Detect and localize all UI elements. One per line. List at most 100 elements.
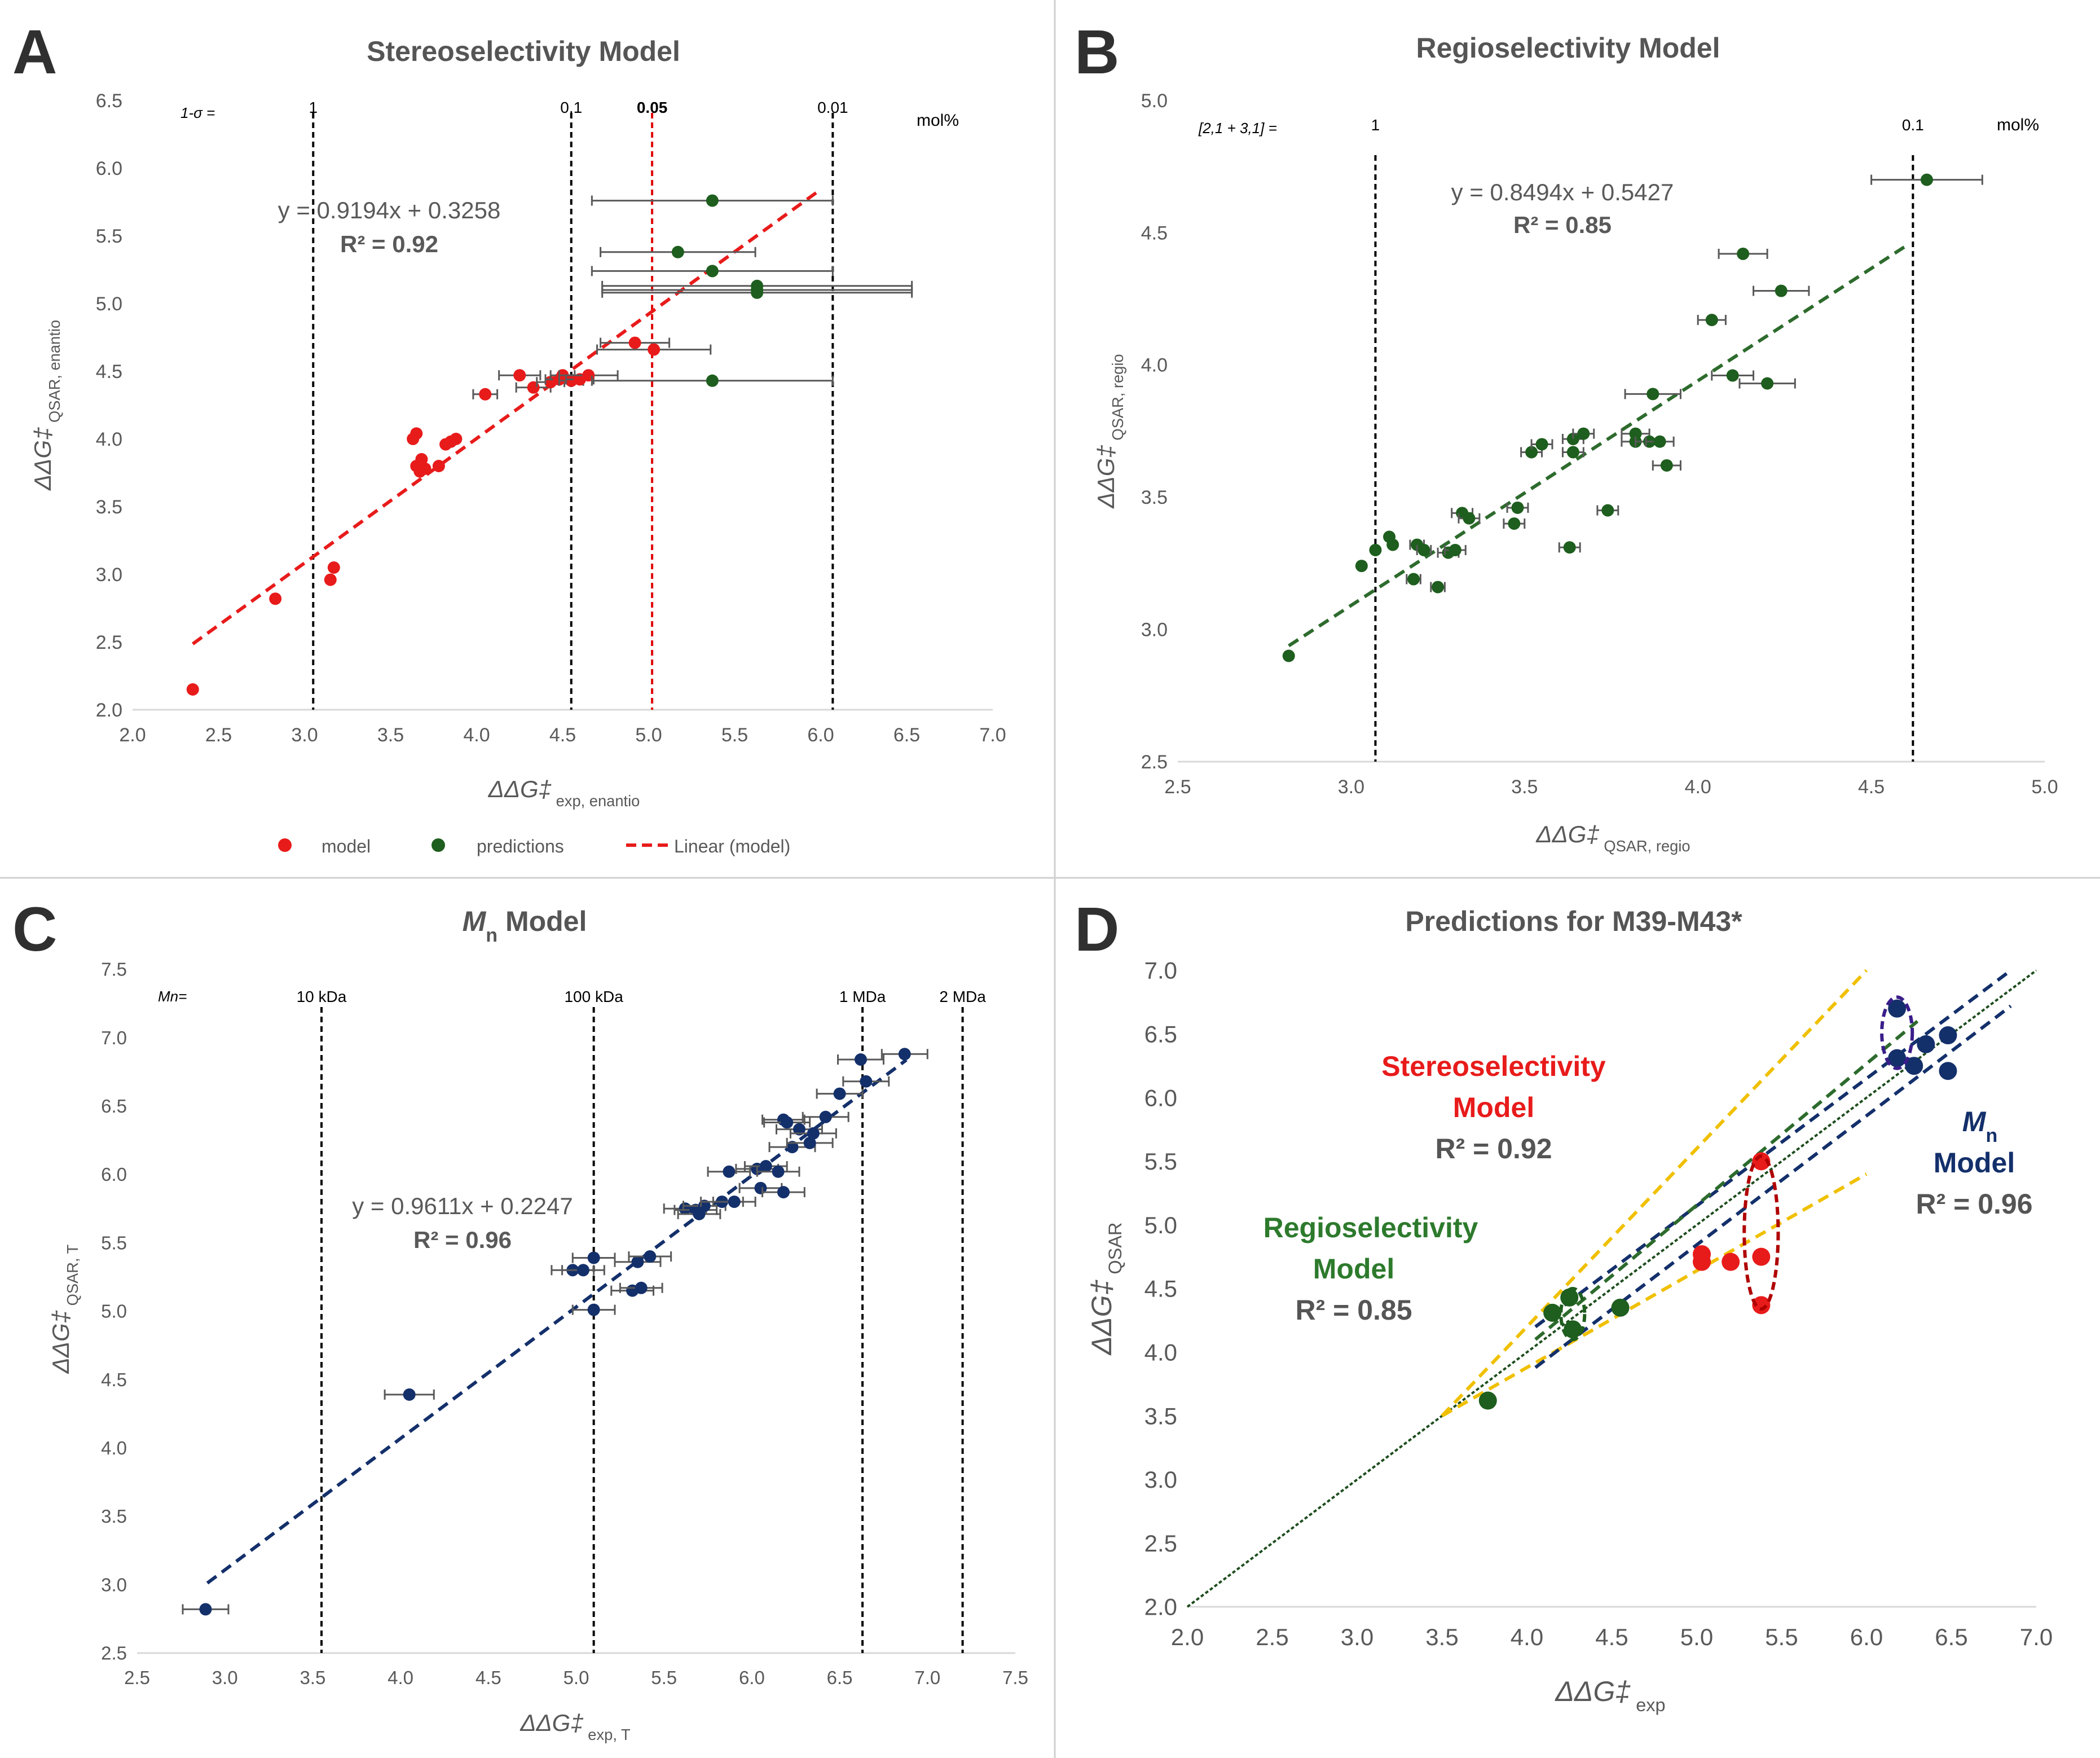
plot-b-x-tick-label: 4.0	[1685, 776, 1711, 798]
plot-b-point	[1566, 446, 1579, 459]
plot-c-reference-line-label: 2 MDa	[939, 988, 986, 1005]
plot-c-x-tick-label: 2.5	[124, 1667, 150, 1688]
plot-d-y-tick-label: 7.0	[1144, 957, 1177, 984]
plot-a-x-tick-label: 2.0	[119, 724, 146, 746]
plot-c-x-tick-label: 6.5	[827, 1667, 853, 1688]
plot-b-point	[1653, 435, 1666, 448]
plot-d-yellow-upper-line	[1441, 969, 1868, 1417]
r2-c: R² = 0.96	[413, 1227, 512, 1253]
plot-c-point	[679, 1202, 692, 1215]
plot-c-y-axis-title: ΔΔG‡ QSAR, T	[47, 1244, 81, 1374]
plot-c-y-tick-label: 4.5	[101, 1369, 127, 1390]
plot-b-point	[1646, 388, 1659, 401]
plot-d-point	[1888, 999, 1907, 1018]
legend-marker-model	[278, 838, 292, 852]
plot-d-x-tick-label: 4.5	[1595, 1624, 1628, 1650]
plot-b-point	[1660, 459, 1673, 472]
plot-b-point	[1508, 517, 1521, 530]
plot-a-point	[751, 286, 764, 299]
plot-c-point	[759, 1160, 772, 1173]
plot-b-x-axis-title: ΔΔG‡ QSAR, regio	[1535, 821, 1690, 855]
plot-d-green-upper-line	[1534, 1019, 1919, 1341]
equation-a: y = 0.9194x + 0.3258	[278, 197, 501, 223]
plot-c-x-tick-label: 7.5	[1002, 1667, 1028, 1688]
plot-d-x-tick-label: 3.0	[1341, 1624, 1373, 1650]
plot-a-x-tick-label: 5.0	[635, 724, 662, 746]
plot-c-point	[854, 1053, 867, 1066]
plot-d-point	[1611, 1298, 1630, 1317]
plot-c-point	[587, 1303, 600, 1316]
plot-d-y-tick-label: 6.5	[1144, 1021, 1177, 1048]
plot-c-point	[786, 1141, 799, 1154]
plot-c-y-tick-label: 7.5	[101, 959, 127, 980]
plot-b-point	[1432, 581, 1445, 594]
plot-a-y-tick-label: 5.0	[96, 293, 122, 315]
plot-d-x-tick-label: 6.0	[1850, 1624, 1883, 1650]
plot-a-point	[186, 683, 199, 696]
plot-c-x-tick-label: 7.0	[914, 1667, 940, 1688]
plot-d-x-tick-label: 5.0	[1680, 1624, 1713, 1650]
plot-c-reference-line-label: 1 MDa	[839, 988, 886, 1005]
plot-a-point	[628, 336, 641, 349]
plot-b-point	[1737, 247, 1750, 260]
plot-c-point	[772, 1165, 785, 1178]
plot-d-y-tick-label: 5.5	[1144, 1148, 1177, 1175]
plot-c-y-tick-label: 3.0	[101, 1574, 127, 1595]
plot-d: 2.0 2.5 3.0 3.5 4.0 4.5 5.0 5.5 6.0 6.5 7.0 2.0 2.5 3…	[1086, 957, 2053, 1715]
plot-b-point	[1449, 543, 1461, 556]
plot-c-reference-line-label: 100 kDa	[564, 988, 623, 1005]
plot-a-x-tick-label: 4.5	[549, 724, 576, 746]
plot-b-point	[1563, 541, 1576, 554]
legend-a: model predictions Linear (model)	[278, 836, 790, 856]
plot-a-x-tick-label: 2.5	[205, 724, 232, 746]
plot-c-x-tick-label: 5.0	[563, 1667, 589, 1688]
plot-a-y-tick-label: 4.0	[96, 429, 122, 450]
plot-d-x-tick-label: 6.5	[1935, 1624, 1967, 1650]
legend-label-linear: Linear (model)	[674, 836, 790, 856]
plot-d-green-ellipse	[1559, 1287, 1587, 1342]
plot-a-point	[479, 388, 492, 401]
prefix-label-b: [2,1 + 3,1] =	[1198, 120, 1277, 137]
title-c: Mn Model	[463, 906, 587, 946]
plot-d-x-tick-label: 2.0	[1171, 1624, 1204, 1650]
title-c-sub: n	[486, 925, 498, 946]
plot-c-point	[781, 1116, 794, 1129]
plot-c-x-axis-title: ΔΔG‡ exp, T	[520, 1709, 631, 1743]
plot-a-x-axis-title: ΔΔG‡ exp, enantio	[488, 776, 640, 810]
plot-d-y-tick-label: 5.0	[1144, 1212, 1177, 1238]
plot-b-x-tick-label: 3.5	[1511, 776, 1538, 798]
title-a: Stereoselectivity Model	[367, 36, 680, 67]
plot-b-reference-line-label: 0.1	[1902, 116, 1924, 134]
plot-b-point	[1407, 573, 1420, 586]
plot-b-x-tick-label: 5.0	[2031, 776, 2058, 798]
plot-a-point	[706, 374, 719, 387]
legend-label-model: model	[322, 836, 371, 856]
plot-c-point	[644, 1250, 657, 1263]
plot-d-point	[1564, 1320, 1582, 1339]
plot-d-x-axis-title: ΔΔG‡ exp	[1555, 1676, 1665, 1715]
plot-d-blue-upper-line	[1534, 969, 2012, 1329]
legend-label-predictions: predictions	[477, 836, 564, 856]
plot-d-point	[1939, 1026, 1957, 1045]
plot-c-y-tick-label: 5.0	[101, 1301, 127, 1322]
prefix-label-a: 1-σ =	[180, 104, 215, 121]
plot-a-point	[648, 343, 661, 356]
d-label-regio-r2: R² = 0.85	[1295, 1294, 1412, 1326]
plot-b-y-axis-title: ΔΔG‡ QSAR, regio	[1093, 354, 1126, 508]
plot-b-point	[1463, 512, 1476, 525]
plot-a-x-tick-label: 3.5	[377, 724, 404, 746]
panel-label-a: A	[12, 17, 57, 87]
plot-c: 2.5 3.0 3.5 4.0 4.5 5.0 5.5 6.0 6.5 7.0 7.5 2.5 3.0 3…	[47, 959, 1028, 1743]
plot-c-x-tick-label: 5.5	[651, 1667, 677, 1688]
plot-b-point	[1566, 433, 1579, 446]
plot-a-x-tick-label: 5.5	[721, 724, 748, 746]
plot-b-point	[1386, 538, 1399, 551]
plot-b-y-tick-label: 3.5	[1141, 487, 1168, 508]
plot-d-point	[1752, 1247, 1771, 1266]
plot-b-x-tick-label: 3.0	[1338, 776, 1364, 798]
plot-c-point	[403, 1388, 416, 1401]
plot-d-y-tick-label: 3.5	[1144, 1403, 1177, 1429]
plot-d-x-tick-label: 5.5	[1765, 1624, 1798, 1650]
plot-c-point	[754, 1181, 767, 1194]
plot-c-y-tick-label: 4.0	[101, 1438, 127, 1458]
